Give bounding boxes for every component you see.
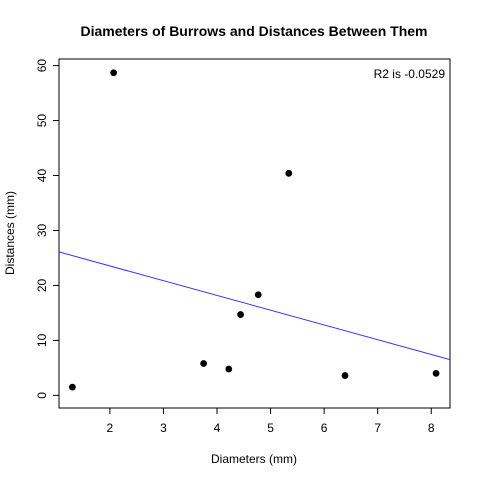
x-tick-label: 8 (428, 421, 435, 435)
x-axis-label: Diameters (mm) (211, 452, 297, 466)
data-point (110, 69, 117, 76)
fit-line-layer (59, 252, 450, 360)
x-tick-label: 6 (321, 421, 328, 435)
y-axis-label: Distances (mm) (3, 191, 17, 275)
y-tick-label: 40 (35, 169, 49, 183)
y-tick-label: 0 (35, 392, 49, 399)
data-point (200, 360, 207, 367)
x-tick-label: 3 (160, 421, 167, 435)
data-point (237, 311, 244, 318)
fit-line (59, 252, 450, 360)
y-tick-label: 50 (35, 114, 49, 128)
data-point (342, 372, 349, 379)
points-layer (69, 69, 439, 390)
y-tick-label: 30 (35, 223, 49, 237)
x-tick-label: 4 (214, 421, 221, 435)
y-tick-label: 20 (35, 278, 49, 292)
data-point (225, 366, 232, 373)
x-tick-label: 5 (267, 421, 274, 435)
r2-annotation: R2 is -0.0529 (374, 67, 446, 81)
plot-frame (59, 59, 450, 408)
chart-title: Diameters of Burrows and Distances Betwe… (81, 23, 428, 39)
x-tick-label: 7 (374, 421, 381, 435)
y-axis: 0 10 20 30 40 50 60 (35, 59, 59, 399)
data-point (285, 170, 292, 177)
x-tick-label: 2 (107, 421, 114, 435)
y-tick-label: 60 (35, 59, 49, 73)
x-axis: 2 3 4 5 6 7 8 (107, 408, 435, 435)
data-point (255, 291, 262, 298)
data-point (433, 370, 440, 377)
y-tick-label: 10 (35, 333, 49, 347)
data-point (69, 384, 76, 391)
